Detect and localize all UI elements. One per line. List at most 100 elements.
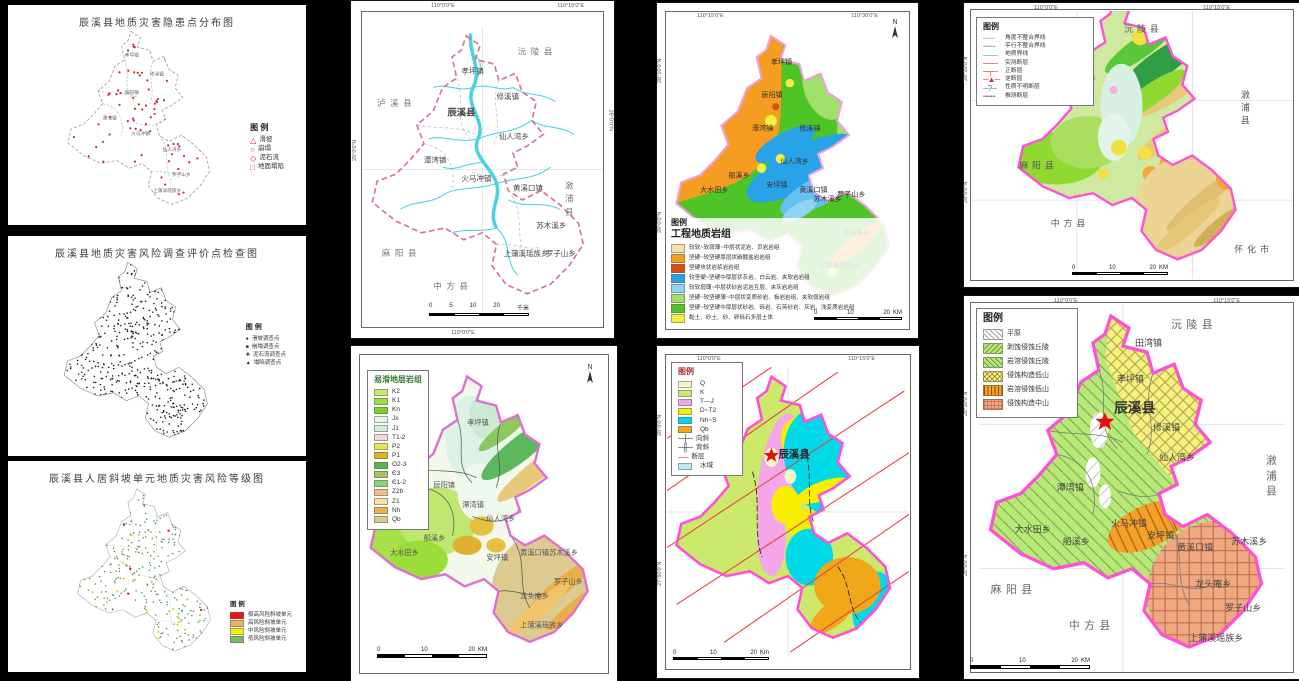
svg-text:辰阳镇: 辰阳镇 (762, 90, 783, 99)
legend-item: 黏土、砂土、砂、卵砾石多层土体 (671, 314, 901, 323)
line-symbol: ─── (983, 58, 998, 68)
legend-swatch (229, 628, 244, 635)
legend-item: 极高风险斜坡单元 (229, 612, 292, 619)
legend-item: Є3 (374, 470, 422, 478)
scale-bar: 0 10 20 Km (673, 650, 769, 660)
panel1-legend: 图 例 △ 滑坡 ○ 崩塌 ◇ 泥石流 □ 地面塌陷 (250, 123, 284, 173)
legend-item: T1-2 (374, 434, 422, 442)
legend-label: 侵蚀构造低山 (1007, 371, 1049, 379)
legend-item: T—J (678, 398, 736, 406)
legend-item: ▲ 塌陷调查点 (246, 360, 286, 367)
legend-swatch (374, 397, 388, 405)
panel9-legend: 图例 平原 剥蚀侵蚀丘陵 岩溶侵蚀丘陵 侵蚀构造低山 岩溶侵蚀低山 (976, 308, 1078, 418)
legend-swatch (678, 398, 692, 406)
svg-text:潭湾镇: 潭湾镇 (462, 500, 484, 509)
svg-text:仙人湾乡: 仙人湾乡 (499, 131, 529, 141)
legend-item: Nh~S (678, 417, 736, 425)
coord-label: 28°0′0″N (657, 414, 663, 436)
svg-text:修溪镇: 修溪镇 (1153, 421, 1180, 432)
svg-text:安坪镇: 安坪镇 (486, 553, 508, 562)
legend-label: D~T2 (700, 407, 717, 415)
legend-word: 图例 (983, 313, 1003, 324)
panel3-legend: 图 例 极高风险斜坡单元 高风险斜坡单元 中风险斜坡单元 低风险斜坡单元 (229, 600, 292, 644)
svg-text:漵浦县: 漵浦县 (1240, 89, 1250, 129)
hazard-marker-icon: □ (250, 162, 255, 172)
scale-bar: 0 10 20 KM (1072, 265, 1168, 275)
legend-label: 高风险斜坡单元 (247, 620, 287, 627)
svg-text:辰溪县: 辰溪县 (779, 447, 811, 460)
svg-text:黄溪口镇: 黄溪口镇 (513, 183, 543, 193)
legend-items: ┈┈┈ 角度不整合界线 ╌╌╌ 平行不整合界线 ─── 地质界线 ─── 实测断… (983, 35, 1087, 101)
legend-label: 地质界线 (1005, 51, 1029, 58)
legend-item: K (678, 389, 736, 397)
township-boundaries (97, 59, 182, 183)
coord-label: 28°10′0″N (657, 58, 663, 83)
legend-items: K2 K1 Kn Jx J1 T1-2 (374, 388, 422, 524)
legend-label: 黏土、砂土、砂、卵砾石多层土体 (689, 315, 773, 321)
legend-label: 实测断层 (1005, 59, 1029, 66)
svg-text:船溪乡: 船溪乡 (424, 534, 446, 543)
legend-label: 滑坡调查点 (251, 335, 280, 342)
legend-label: P1 (392, 451, 400, 459)
legend-items: 平原 剥蚀侵蚀丘陵 岩溶侵蚀丘陵 侵蚀构造低山 岩溶侵蚀低山 侵蚀构造中山 (983, 328, 1071, 410)
legend-item: ─┬─ 正断层 (983, 68, 1087, 76)
legend-label: K (700, 389, 705, 397)
town-labels: 孝坪镇 修溪镇 辰阳镇 潭湾镇 火马冲镇 仙人湾乡 罗子山乡 上蒲溪瑶族乡 (103, 51, 191, 193)
legend-item: 岩溶侵蚀低山 (983, 384, 1071, 396)
legend-word: 图例 (678, 367, 694, 376)
county-boundary (63, 261, 208, 438)
legend-label: 泥石流调查点 (252, 351, 286, 358)
svg-text:罗子山乡: 罗子山乡 (837, 189, 865, 198)
legend-label: 较软弱薄~中层状砂岩泥岩互层、夹灰岩岩组 (689, 285, 799, 291)
svg-text:漵浦县: 漵浦县 (564, 181, 574, 221)
legend-label: 崩塌 (258, 145, 271, 153)
legend-item: P2 (374, 443, 422, 451)
legend-items: Q K T—J D~T2 Nh~S (678, 380, 736, 470)
legend-word: 图例 (983, 22, 999, 31)
legend-label: 坚硬块状岩浆岩岩组 (689, 265, 740, 271)
legend-label: 坚硬~较坚硬厚层状碳酸盐岩岩组 (689, 255, 771, 261)
svg-text:怀化市: 怀化市 (1234, 244, 1273, 255)
north-arrow-icon (892, 26, 898, 38)
scale-bar: 0 10 20 KM (377, 647, 487, 658)
panel2-title: 辰溪县地质灾害风险调查评价点检查图 (55, 249, 259, 260)
legend-item: ■ 崩塌调查点 (246, 344, 286, 351)
legend-label: T1-2 (392, 433, 406, 441)
legend-swatch (229, 636, 244, 643)
legend-label: 岩溶侵蚀低山 (1007, 385, 1049, 393)
svg-text:苏木溪乡: 苏木溪乡 (549, 548, 578, 557)
legend-item: Kn (374, 406, 422, 414)
legend-item: 中风险斜坡单元 (229, 628, 292, 635)
legend-swatch (678, 389, 692, 397)
svg-text:修溪镇: 修溪镇 (497, 91, 520, 101)
legend-swatch (374, 415, 388, 423)
svg-text:船溪乡: 船溪乡 (728, 171, 749, 180)
legend-label: 性质不明断层 (1005, 84, 1040, 91)
svg-text:罗子山乡: 罗子山乡 (554, 577, 583, 586)
legend-label: 断层 (691, 453, 705, 460)
legend-item: ○ 崩塌 (250, 145, 284, 153)
strata-map: 孝坪镇 辰阳镇 潭湾镇 仙人湾乡 船溪乡 大水田乡 安坪镇 黄溪口镇 苏木溪乡 … (369, 374, 589, 644)
legend-item: ┈┈┈ 角度不整合界线 (983, 35, 1087, 43)
legend-item: ─── 实测断层 (983, 58, 1087, 68)
legend-items: 较软~软弱薄~中层状泥岩、页岩岩组 坚硬~较坚硬厚层状碳酸盐岩岩组 坚硬块状岩浆… (671, 244, 901, 323)
svg-text:仙人湾乡: 仙人湾乡 (780, 156, 808, 165)
svg-text:辰溪县: 辰溪县 (447, 107, 476, 118)
scale-bar: 0 10 20 KM (814, 310, 902, 320)
north-arrow-icon (587, 371, 593, 383)
svg-text:苏木溪乡: 苏木溪乡 (813, 194, 841, 203)
legend-item: ─┼─ 向斜 (678, 435, 736, 443)
geomorphology-map: 辰溪县 田湾镇 孝坪镇 修溪镇 仙人湾乡 潭湾镇 大水田乡 船溪乡 火马冲镇 安… (978, 304, 1286, 671)
legend-swatch (671, 274, 685, 283)
legend-item: ─── 地质界线 (983, 51, 1087, 59)
legend-item: O2-3 (374, 461, 422, 469)
legend-label: 推测断层 (1005, 92, 1029, 99)
scale-bar: 0 10 20 KM (970, 658, 1090, 669)
coord-label: 28°0′0″N (963, 554, 969, 576)
coord-label: 27°50′0″N (657, 561, 663, 586)
svg-text:修溪镇: 修溪镇 (150, 70, 164, 77)
svg-text:中方县: 中方县 (433, 281, 472, 291)
coord-label: 110°15′0″E (697, 13, 724, 19)
legend-label: 滑坡 (259, 136, 273, 143)
svg-text:潭湾镇: 潭湾镇 (103, 114, 117, 121)
